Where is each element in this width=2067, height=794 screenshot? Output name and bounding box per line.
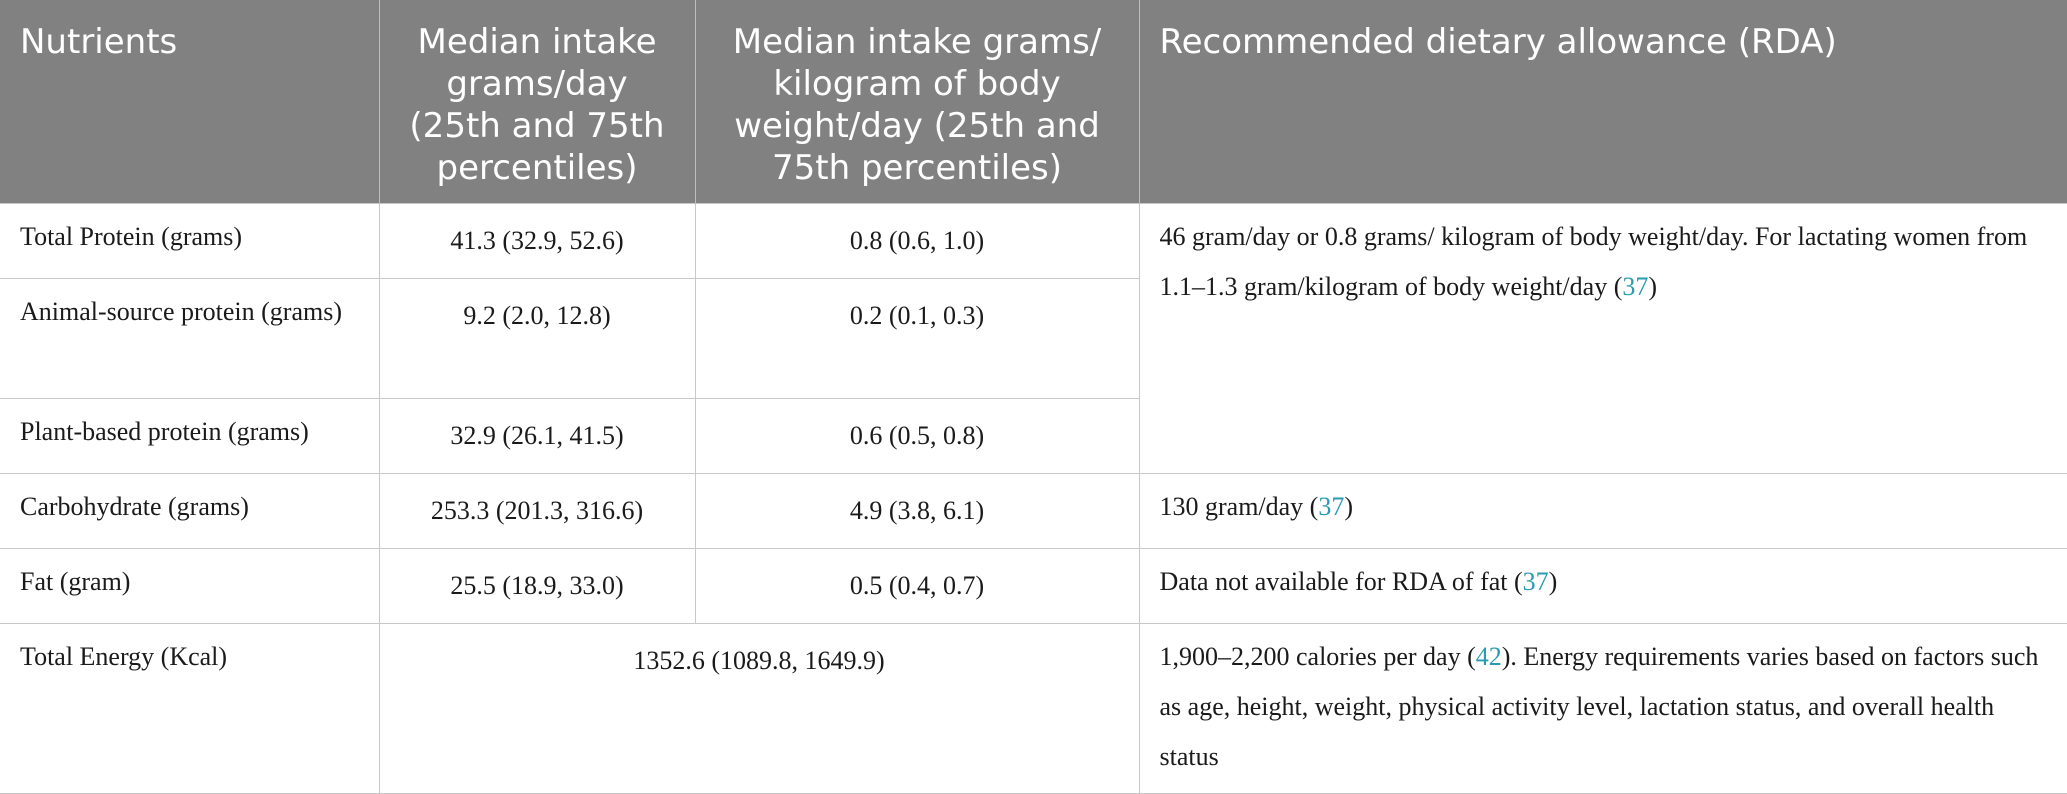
header-row: Nutrients Median intake grams/day (25th … — [0, 0, 2067, 204]
header-nutrients: Nutrients — [0, 0, 380, 204]
rda-protein: 46 gram/day or 0.8 grams/ kilogram of bo… — [1138, 203, 2067, 474]
nutrient-label: Total Protein (grams) — [0, 203, 380, 279]
median-per-day: 9.2 (2.0, 12.8) — [378, 278, 696, 399]
rda-fat: Data not available for RDA of fat (37) — [1138, 548, 2067, 624]
median-per-kg: 0.8 (0.6, 1.0) — [694, 203, 1140, 279]
median-per-day: 32.9 (26.1, 41.5) — [378, 398, 696, 474]
nutrient-label: Fat (gram) — [0, 548, 380, 624]
reference-link[interactable]: 42 — [1475, 642, 1502, 671]
reference-link[interactable]: 37 — [1522, 567, 1549, 596]
nutrient-label: Plant-based protein (grams) — [0, 398, 380, 474]
table-row: Animal-source protein (grams) 9.2 (2.0, … — [0, 278, 2067, 399]
nutrient-label: Total Energy (Kcal) — [0, 623, 380, 794]
rda-energy: 1,900–2,200 calories per day (42). Energ… — [1138, 623, 2067, 794]
rda-text-end: ) — [1548, 567, 1558, 596]
median-combined: 1352.6 (1089.8, 1649.9) — [378, 623, 1140, 794]
nutrient-label: Carbohydrate (grams) — [0, 473, 380, 549]
median-per-day: 41.3 (32.9, 52.6) — [378, 203, 696, 279]
rda-text: Data not available for RDA of fat ( — [1159, 567, 1523, 596]
rda-text: 46 gram/day or 0.8 grams/ kilogram of bo… — [1159, 222, 2028, 301]
reference-link[interactable]: 37 — [1318, 492, 1345, 521]
table-row: Total Protein (grams) 41.3 (32.9, 52.6) … — [0, 203, 2067, 474]
table-row: Total Energy (Kcal) 1352.6 (1089.8, 1649… — [0, 623, 2067, 794]
rda-text-end: ) — [1344, 492, 1354, 521]
rda-carbohydrate: 130 gram/day (37) — [1138, 473, 2067, 549]
table-row: Plant-based protein (grams) 32.9 (26.1, … — [0, 398, 2067, 474]
header-median-intake-per-kg: Median intake grams/ kilogram of body we… — [695, 0, 1140, 204]
median-per-kg: 4.9 (3.8, 6.1) — [694, 473, 1140, 549]
median-per-kg: 0.2 (0.1, 0.3) — [694, 278, 1139, 399]
nutrient-label: Animal-source protein (grams) — [0, 278, 380, 399]
median-per-day: 25.5 (18.9, 33.0) — [378, 548, 696, 624]
reference-link[interactable]: 37 — [1622, 272, 1649, 301]
median-per-day: 253.3 (201.3, 316.6) — [378, 473, 696, 549]
header-median-intake-per-day: Median intake grams/day (25th and 75th p… — [379, 0, 696, 204]
median-per-kg: 0.5 (0.4, 0.7) — [694, 548, 1140, 624]
table-row: Fat (gram) 25.5 (18.9, 33.0) 0.5 (0.4, 0… — [0, 548, 2067, 624]
rda-text: 1,900–2,200 calories per day ( — [1159, 642, 1476, 671]
rda-text: 130 gram/day ( — [1159, 492, 1319, 521]
median-per-kg: 0.6 (0.5, 0.8) — [694, 398, 1139, 474]
header-rda: Recommended dietary allowance (RDA) — [1139, 0, 2067, 204]
table-row: Carbohydrate (grams) 253.3 (201.3, 316.6… — [0, 473, 2067, 549]
rda-text-end: ) — [1648, 272, 1658, 301]
